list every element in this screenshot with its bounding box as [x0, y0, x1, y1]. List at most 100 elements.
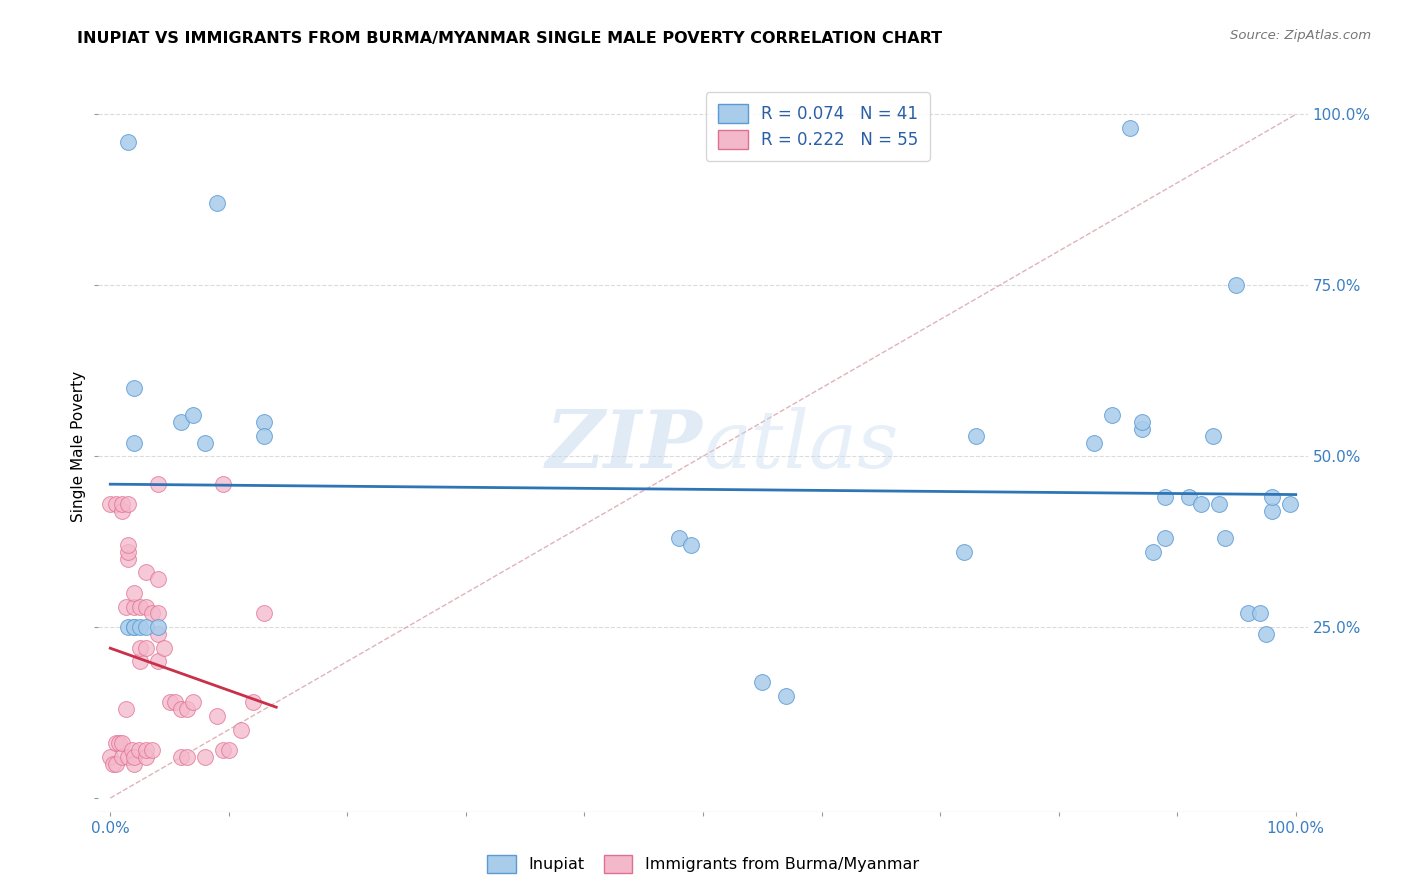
Point: [135, 750, 157, 764]
Point: [1101, 409, 1123, 423]
Point: [146, 607, 169, 621]
Point: [668, 531, 690, 545]
Point: [1208, 497, 1230, 511]
Point: [129, 640, 152, 655]
Point: [146, 572, 169, 586]
Point: [146, 654, 169, 668]
Point: [1225, 278, 1247, 293]
Point: [117, 135, 139, 149]
Point: [205, 709, 228, 723]
Point: [117, 545, 139, 559]
Point: [98, 497, 121, 511]
Point: [1130, 422, 1153, 436]
Point: [1154, 490, 1177, 504]
Point: [122, 620, 145, 634]
Point: [141, 607, 163, 621]
Point: [105, 756, 128, 771]
Point: [105, 497, 128, 511]
Point: [122, 620, 145, 634]
Point: [159, 695, 181, 709]
Text: INUPIAT VS IMMIGRANTS FROM BURMA/MYANMAR SINGLE MALE POVERTY CORRELATION CHART: INUPIAT VS IMMIGRANTS FROM BURMA/MYANMAR…: [77, 31, 942, 46]
Point: [218, 743, 240, 757]
Point: [1261, 504, 1284, 518]
Point: [1119, 121, 1142, 136]
Point: [122, 435, 145, 450]
Point: [1261, 490, 1284, 504]
Point: [128, 743, 150, 757]
Point: [1202, 429, 1225, 443]
Point: [135, 599, 157, 614]
Point: [114, 702, 136, 716]
Point: [165, 695, 187, 709]
Point: [1189, 497, 1212, 511]
Point: [146, 627, 169, 641]
Point: [122, 381, 145, 395]
Point: [111, 497, 134, 511]
Point: [117, 551, 139, 566]
Point: [205, 196, 228, 211]
Point: [176, 750, 198, 764]
Text: Source: ZipAtlas.com: Source: ZipAtlas.com: [1230, 29, 1371, 42]
Point: [117, 497, 139, 511]
Point: [111, 504, 134, 518]
Point: [170, 702, 193, 716]
Point: [101, 756, 124, 771]
Point: [107, 736, 129, 750]
Point: [1130, 415, 1153, 429]
Point: [105, 736, 128, 750]
Point: [194, 750, 217, 764]
Point: [242, 695, 264, 709]
Point: [135, 566, 157, 580]
Point: [181, 695, 204, 709]
Point: [253, 415, 276, 429]
Point: [1278, 497, 1301, 511]
Point: [129, 599, 152, 614]
Point: [129, 654, 152, 668]
Point: [98, 750, 121, 764]
Text: ZIP: ZIP: [546, 408, 703, 484]
Legend: R = 0.074   N = 41, R = 0.222   N = 55: R = 0.074 N = 41, R = 0.222 N = 55: [706, 92, 929, 161]
Point: [751, 674, 773, 689]
Point: [229, 723, 252, 737]
Point: [253, 429, 276, 443]
Text: atlas: atlas: [703, 408, 898, 484]
Point: [114, 599, 136, 614]
Point: [122, 756, 145, 771]
Point: [121, 743, 143, 757]
Point: [1083, 435, 1105, 450]
Point: [117, 538, 139, 552]
Point: [146, 620, 169, 634]
Point: [146, 476, 169, 491]
Point: [681, 538, 703, 552]
Legend: Inupiat, Immigrants from Burma/Myanmar: Inupiat, Immigrants from Burma/Myanmar: [481, 848, 925, 880]
Point: [965, 429, 987, 443]
Point: [122, 750, 145, 764]
Point: [129, 620, 152, 634]
Point: [111, 750, 134, 764]
Point: [1237, 607, 1260, 621]
Point: [212, 743, 235, 757]
Point: [117, 750, 139, 764]
Point: [122, 599, 145, 614]
Point: [122, 586, 145, 600]
Point: [253, 607, 276, 621]
Point: [135, 640, 157, 655]
Point: [1213, 531, 1236, 545]
Point: [775, 689, 797, 703]
Point: [194, 435, 217, 450]
Point: [170, 415, 193, 429]
Point: [135, 620, 157, 634]
Point: [1254, 627, 1277, 641]
Point: [170, 750, 193, 764]
Point: [135, 743, 157, 757]
Point: [1178, 490, 1201, 504]
Point: [181, 409, 204, 423]
Point: [111, 736, 134, 750]
Point: [152, 640, 174, 655]
Point: [1249, 607, 1271, 621]
Point: [141, 743, 163, 757]
Point: [1154, 531, 1177, 545]
Point: [176, 702, 198, 716]
Point: [117, 620, 139, 634]
Point: [952, 545, 974, 559]
